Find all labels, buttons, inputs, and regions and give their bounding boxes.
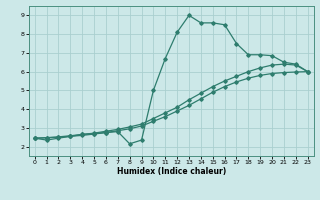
X-axis label: Humidex (Indice chaleur): Humidex (Indice chaleur) [116,167,226,176]
